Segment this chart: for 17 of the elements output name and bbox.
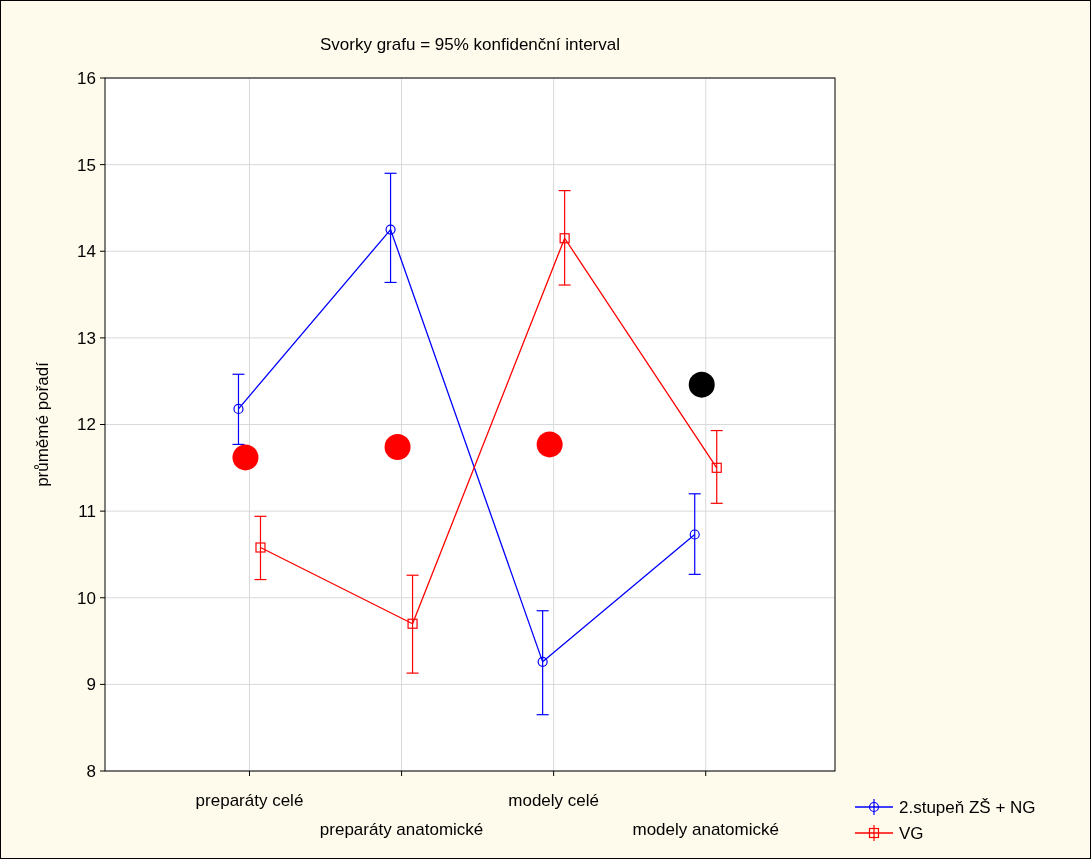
x-tick-label: modely celé [508, 791, 600, 810]
y-tick-label: 10 [77, 588, 96, 608]
y-tick-label: 13 [77, 328, 96, 348]
y-tick-label: 16 [77, 68, 96, 88]
y-tick-label: 12 [77, 415, 96, 435]
chart-title: Svorky grafu = 95% konfidenční interval [319, 35, 621, 54]
y-tick-label: 8 [86, 761, 96, 781]
y-tick-label: 14 [77, 242, 96, 262]
x-tick-label: preparáty celé [195, 791, 304, 810]
x-tick-label: modely anatomické [632, 820, 779, 839]
y-tick-label: 15 [77, 155, 96, 175]
y-axis-title: průměmé pořadí [33, 361, 52, 487]
x-tick-label: preparáty anatomické [319, 820, 484, 839]
legend-label: 2.stupeň ZŠ + NG [899, 797, 1036, 817]
y-tick-label: 9 [86, 675, 96, 695]
y-tick-label: 11 [78, 502, 96, 522]
legend-label: VG [899, 823, 924, 843]
